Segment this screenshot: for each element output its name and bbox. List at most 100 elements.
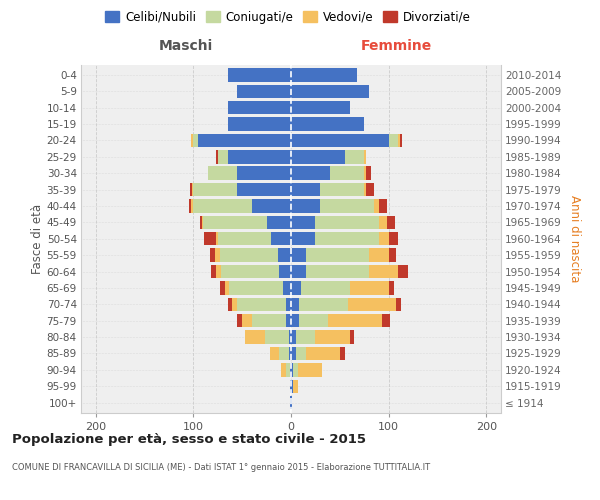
Bar — [398, 265, 408, 278]
Bar — [389, 281, 394, 294]
Bar — [190, 199, 191, 212]
Bar — [252, 314, 286, 328]
Text: Maschi: Maschi — [159, 38, 213, 52]
Bar — [237, 314, 242, 328]
Bar — [291, 166, 330, 180]
Bar — [328, 314, 382, 328]
Bar — [281, 363, 286, 376]
Bar — [320, 183, 364, 196]
Bar — [382, 314, 389, 328]
Bar — [293, 380, 298, 393]
Bar — [242, 314, 252, 328]
Bar — [203, 216, 266, 229]
Bar — [227, 150, 291, 164]
Bar — [347, 298, 397, 311]
Bar — [298, 363, 322, 376]
Bar — [198, 134, 291, 147]
Bar — [265, 330, 289, 344]
Bar — [291, 396, 292, 409]
Bar — [202, 216, 203, 229]
Bar — [216, 232, 218, 245]
Bar — [193, 134, 198, 147]
Bar — [291, 281, 301, 294]
Bar — [286, 298, 291, 311]
Bar — [289, 330, 291, 344]
Bar — [400, 134, 403, 147]
Bar — [291, 330, 296, 344]
Y-axis label: Anni di nascita: Anni di nascita — [568, 195, 581, 282]
Bar — [215, 248, 220, 262]
Bar — [364, 166, 366, 180]
Bar — [237, 166, 291, 180]
Bar — [291, 134, 389, 147]
Bar — [291, 347, 296, 360]
Bar — [191, 134, 193, 147]
Bar — [291, 68, 358, 82]
Bar — [291, 248, 305, 262]
Bar — [227, 118, 291, 130]
Bar — [350, 330, 355, 344]
Bar — [366, 183, 374, 196]
Bar — [345, 150, 364, 164]
Bar — [291, 380, 293, 393]
Bar — [200, 216, 202, 229]
Bar — [290, 380, 291, 393]
Bar — [301, 281, 350, 294]
Bar — [193, 199, 252, 212]
Bar — [291, 199, 320, 212]
Bar — [266, 216, 291, 229]
Bar — [291, 118, 364, 130]
Bar — [299, 314, 328, 328]
Bar — [369, 248, 389, 262]
Bar — [389, 232, 398, 245]
Bar — [286, 314, 291, 328]
Bar — [293, 363, 298, 376]
Bar — [364, 150, 366, 164]
Bar — [299, 298, 347, 311]
Bar — [291, 150, 345, 164]
Bar — [190, 183, 193, 196]
Bar — [210, 248, 215, 262]
Bar — [316, 330, 350, 344]
Bar — [305, 265, 369, 278]
Bar — [227, 298, 232, 311]
Bar — [369, 265, 398, 278]
Bar — [218, 232, 271, 245]
Bar — [316, 216, 379, 229]
Bar — [216, 150, 218, 164]
Bar — [398, 134, 400, 147]
Text: Femmine: Femmine — [361, 38, 431, 52]
Bar — [291, 84, 369, 98]
Bar — [379, 199, 387, 212]
Bar — [379, 232, 389, 245]
Bar — [291, 216, 316, 229]
Bar — [204, 232, 216, 245]
Bar — [211, 265, 216, 278]
Bar — [279, 265, 291, 278]
Bar — [283, 281, 291, 294]
Bar — [296, 347, 305, 360]
Bar — [191, 199, 193, 212]
Bar — [291, 363, 293, 376]
Bar — [237, 183, 291, 196]
Bar — [193, 183, 237, 196]
Bar — [278, 248, 291, 262]
Bar — [305, 248, 369, 262]
Bar — [220, 281, 224, 294]
Bar — [269, 347, 279, 360]
Bar — [330, 166, 364, 180]
Bar — [305, 347, 340, 360]
Bar — [237, 84, 291, 98]
Bar — [224, 281, 229, 294]
Bar — [290, 363, 291, 376]
Bar — [320, 199, 374, 212]
Bar — [397, 298, 401, 311]
Bar — [291, 265, 305, 278]
Bar — [291, 183, 320, 196]
Bar — [252, 199, 291, 212]
Bar — [389, 248, 397, 262]
Bar — [291, 101, 350, 114]
Bar — [289, 347, 291, 360]
Bar — [389, 134, 398, 147]
Legend: Celibi/Nubili, Coniugati/e, Vedovi/e, Divorziati/e: Celibi/Nubili, Coniugati/e, Vedovi/e, Di… — [100, 6, 476, 28]
